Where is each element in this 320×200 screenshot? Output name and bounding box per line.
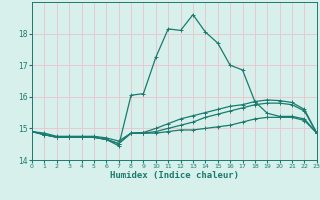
X-axis label: Humidex (Indice chaleur): Humidex (Indice chaleur) — [110, 171, 239, 180]
